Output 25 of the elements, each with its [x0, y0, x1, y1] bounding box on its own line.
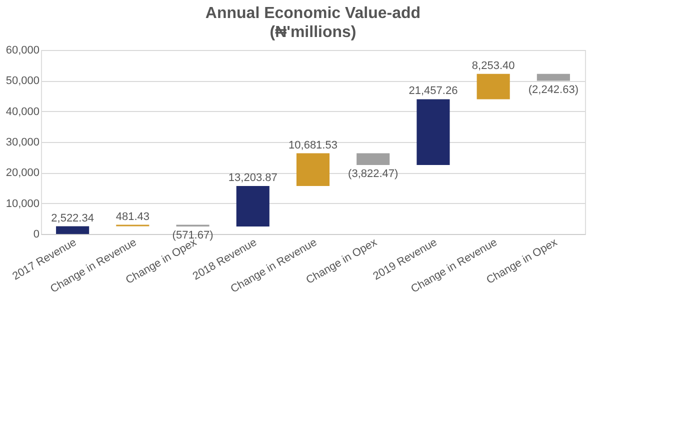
bar	[416, 99, 450, 166]
data-label: 10,681.53	[288, 139, 338, 152]
y-tick-label: 20,000	[6, 167, 40, 180]
y-tick-label: 40,000	[6, 106, 40, 118]
data-label: 2,522.34	[51, 212, 94, 224]
data-label: (3,822.47)	[348, 168, 398, 180]
data-label: 8,253.40	[472, 60, 515, 72]
data-label: (2,242.63)	[528, 84, 579, 96]
bar	[536, 74, 570, 81]
bar	[236, 186, 270, 227]
data-label: 13,203.87	[228, 172, 278, 184]
y-tick-label: 60,000	[6, 44, 40, 56]
chart-title: Annual Economic Value-add	[205, 5, 421, 22]
data-label: 481.43	[116, 210, 150, 223]
y-tick-label: 10,000	[6, 198, 40, 210]
y-tick-label: 0	[33, 228, 40, 240]
bar	[476, 74, 510, 100]
bar	[356, 153, 390, 166]
chart-subtitle: (₦'millions)	[270, 24, 356, 41]
bar	[296, 153, 330, 186]
data-label: (571.67)	[172, 230, 214, 242]
y-tick-label: 30,000	[6, 136, 40, 148]
data-label: 21,457.26	[408, 85, 458, 98]
bar	[56, 226, 90, 234]
y-tick-label: 50,000	[6, 75, 40, 88]
